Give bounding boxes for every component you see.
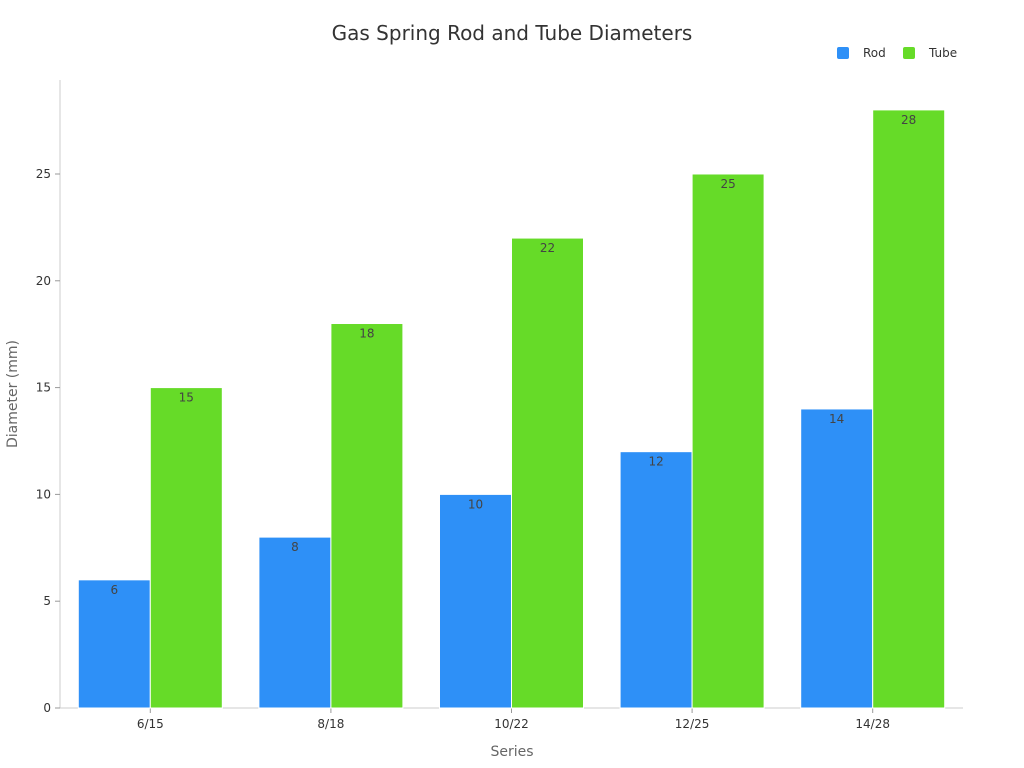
- y-tick-label: 20: [36, 274, 51, 288]
- data-labels: 6 15 8 18 10 22 12 25 14 28: [110, 113, 916, 597]
- y-tick-label: 10: [36, 487, 51, 501]
- legend-swatch-rod: [837, 47, 849, 59]
- y-tick-label: 0: [43, 701, 51, 715]
- legend-label-rod: Rod: [863, 46, 886, 60]
- data-label: 8: [291, 540, 299, 554]
- y-axis-ticks: 0 5 10 15 20 25: [36, 167, 60, 715]
- x-tick-label: 14/28: [855, 717, 890, 731]
- bar-tube-0: [149, 387, 223, 709]
- data-label: 14: [829, 412, 844, 426]
- data-label: 15: [179, 391, 194, 405]
- legend-swatch-tube: [903, 47, 915, 59]
- data-label: 25: [720, 177, 735, 191]
- x-tick-label: 6/15: [137, 717, 164, 731]
- y-axis-title: Diameter (mm): [5, 340, 21, 448]
- data-label: 10: [468, 497, 483, 511]
- bar-rod-2: [439, 493, 512, 709]
- chart-title: Gas Spring Rod and Tube Diameters: [332, 21, 693, 45]
- y-tick-label: 5: [43, 594, 51, 608]
- bar-rod-3: [619, 451, 693, 709]
- data-label: 18: [359, 327, 374, 341]
- y-tick-label: 25: [36, 167, 51, 181]
- x-tick-label: 12/25: [675, 717, 710, 731]
- data-label: 28: [901, 113, 916, 127]
- x-tick-label: 10/22: [494, 717, 529, 731]
- bar-tube-3: [691, 173, 765, 709]
- x-tick-label: 8/18: [317, 717, 344, 731]
- y-tick-label: 15: [36, 381, 51, 395]
- data-label: 22: [540, 241, 555, 255]
- bar-rod-0: [77, 579, 151, 709]
- bar-tube-4: [872, 109, 946, 709]
- data-label: 6: [110, 583, 118, 597]
- x-axis-ticks: 6/15 8/18 10/22 12/25 14/28: [137, 708, 890, 731]
- bar-tube-1: [330, 323, 404, 709]
- bars: [77, 109, 946, 709]
- bar-rod-1: [258, 536, 332, 709]
- legend: Rod Tube: [837, 46, 957, 60]
- bar-tube-2: [511, 237, 584, 709]
- x-axis-title: Series: [490, 744, 533, 760]
- bar-rod-4: [800, 408, 874, 709]
- data-label: 12: [648, 455, 663, 469]
- legend-label-tube: Tube: [928, 46, 957, 60]
